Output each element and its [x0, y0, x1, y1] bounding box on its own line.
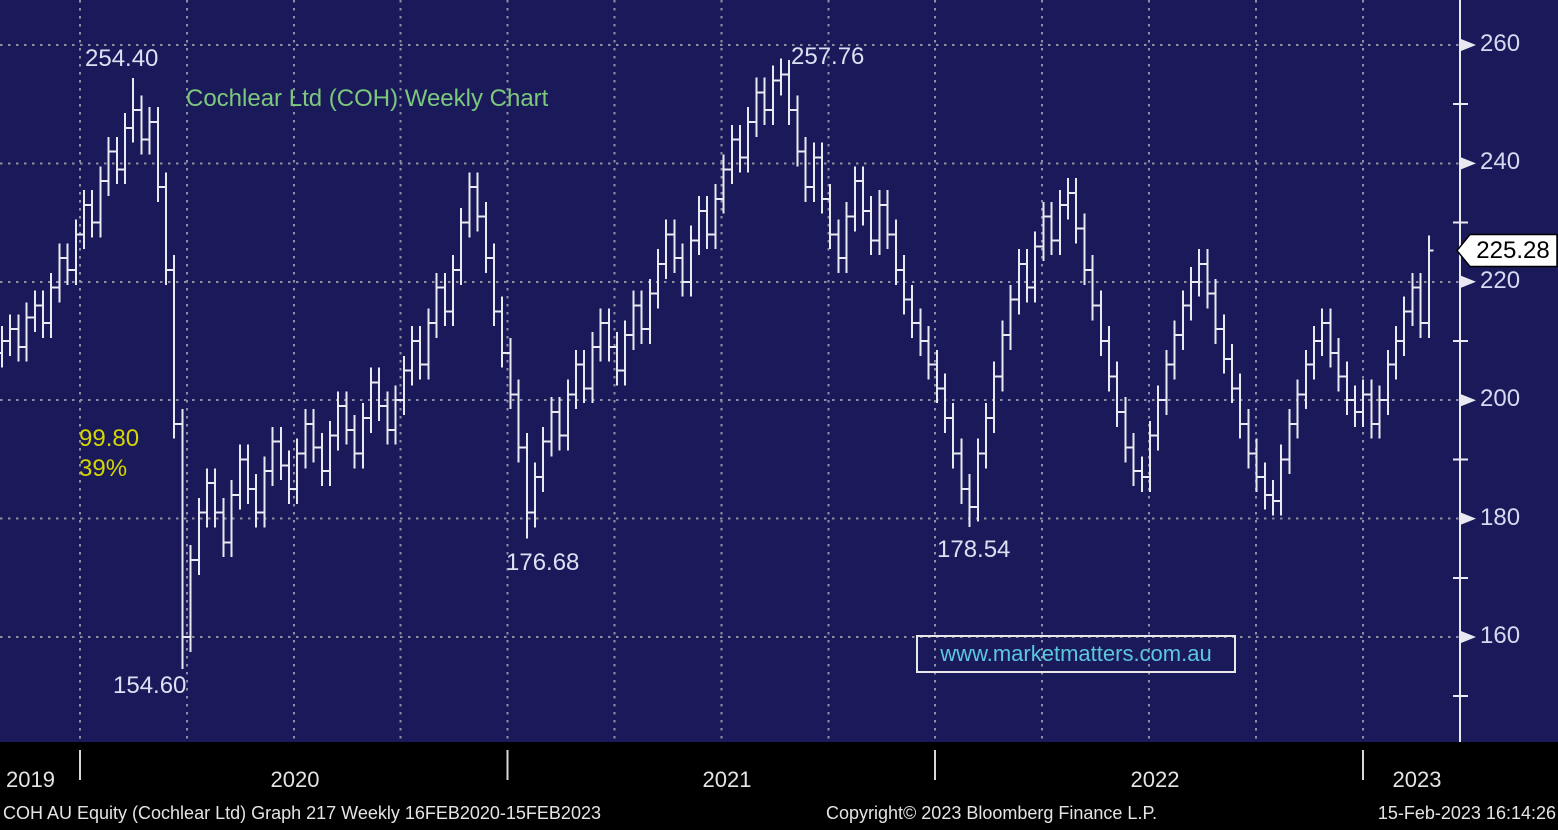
y-axis-label-200: 200	[1480, 385, 1521, 412]
watermark-box: www.marketmatters.com.au	[916, 635, 1236, 673]
y-axis-label-220: 220	[1480, 267, 1521, 294]
y-axis-label-180: 180	[1480, 504, 1521, 531]
y-axis-label-260: 260	[1480, 30, 1521, 57]
y-axis-label-240: 240	[1480, 148, 1521, 175]
footer-security-info: COH AU Equity (Cochlear Ltd) Graph 217 W…	[3, 803, 601, 823]
footer-copyright: Copyright© 2023 Bloomberg Finance L.P.	[826, 803, 1158, 823]
plot-area-background	[0, 0, 1558, 742]
annotation-low-2022: 178.54	[937, 536, 1011, 563]
y-axis-label-160: 160	[1480, 622, 1521, 649]
x-axis-label-2020: 2020	[270, 767, 320, 792]
annotation-low-2020: 154.60	[113, 672, 187, 699]
annotation-high-2021: 257.76	[791, 43, 865, 70]
x-axis-label-2022: 2022	[1130, 767, 1180, 792]
footer-timestamp: 15-Feb-2023 16:14:26	[1377, 803, 1556, 823]
chart-title: Cochlear Ltd (COH) Weekly Chart	[186, 85, 549, 112]
annotation-low-2021: 176.68	[506, 549, 580, 576]
annotation-drop-percent: 39%	[79, 455, 128, 482]
x-axis-label-2019: 2019	[6, 767, 55, 792]
annotation-high-2020: 254.40	[85, 45, 159, 72]
x-axis-label-2021: 2021	[702, 767, 752, 792]
x-axis-label-2023: 2023	[1392, 767, 1442, 792]
annotation-drop-value: 99.80	[79, 425, 140, 452]
last-price-tag: 225.28	[1476, 236, 1550, 264]
